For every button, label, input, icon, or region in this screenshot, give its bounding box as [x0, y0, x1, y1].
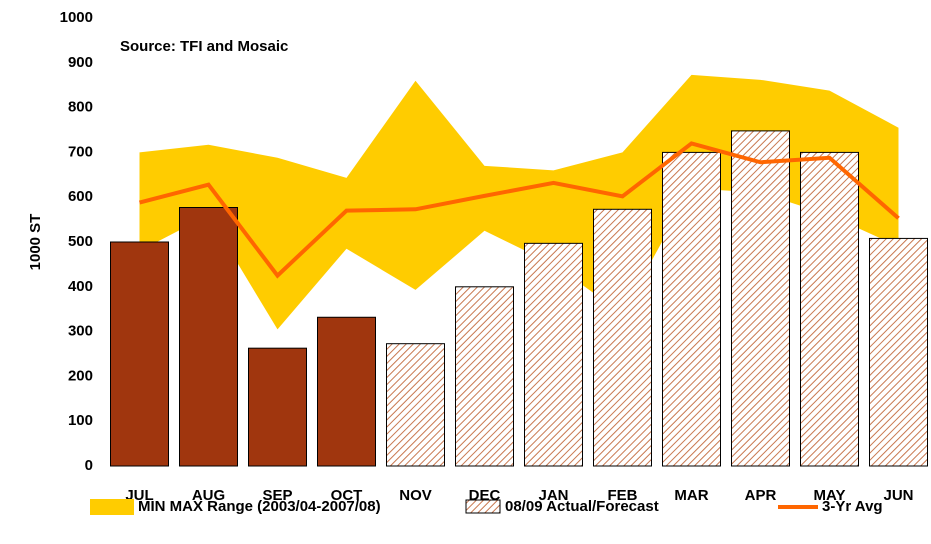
y-tick-label: 200 — [68, 367, 93, 384]
bar — [524, 242, 583, 467]
y-tick-label: 0 — [85, 457, 93, 474]
legend-swatch — [90, 499, 134, 515]
bar — [110, 241, 169, 467]
x-tick-label: FEB — [608, 487, 638, 504]
bar — [731, 130, 790, 467]
y-axis-label: 1000 ST — [27, 214, 44, 271]
bar — [248, 347, 307, 467]
legend-label: 08/09 Actual/Forecast — [505, 498, 659, 515]
x-tick-label: SEP — [262, 487, 292, 504]
x-tick-label: MAR — [674, 487, 708, 504]
x-tick-label: AUG — [192, 487, 225, 504]
x-tick-label: NOV — [399, 487, 432, 504]
y-tick-label: 600 — [68, 188, 93, 205]
bar — [179, 207, 238, 467]
bar — [662, 151, 721, 467]
y-tick-label: 300 — [68, 323, 93, 340]
bar — [317, 316, 376, 467]
y-tick-label: 900 — [68, 54, 93, 71]
y-tick-label: 500 — [68, 233, 93, 250]
x-tick-label: JAN — [538, 487, 568, 504]
y-tick-label: 400 — [68, 278, 93, 295]
y-tick-label: 1000 — [60, 9, 93, 26]
y-tick-label: 800 — [68, 99, 93, 116]
x-tick-label: OCT — [331, 487, 363, 504]
x-tick-label: APR — [745, 487, 777, 504]
y-tick-label: 100 — [68, 412, 93, 429]
bar — [593, 208, 652, 467]
line — [138, 141, 900, 279]
range-area — [139, 74, 899, 330]
bar — [386, 343, 445, 467]
legend-label: 3-Yr Avg — [822, 498, 883, 515]
bar — [800, 151, 859, 467]
legend-swatch — [465, 499, 501, 514]
annotation: Source: TFI and Mosaic — [120, 38, 288, 55]
bar — [869, 237, 928, 467]
x-tick-label: MAY — [814, 487, 846, 504]
y-tick-label: 700 — [68, 143, 93, 160]
x-tick-label: JUN — [883, 487, 913, 504]
legend-label: MIN MAX Range (2003/04-2007/08) — [138, 498, 381, 515]
bar — [455, 286, 514, 467]
